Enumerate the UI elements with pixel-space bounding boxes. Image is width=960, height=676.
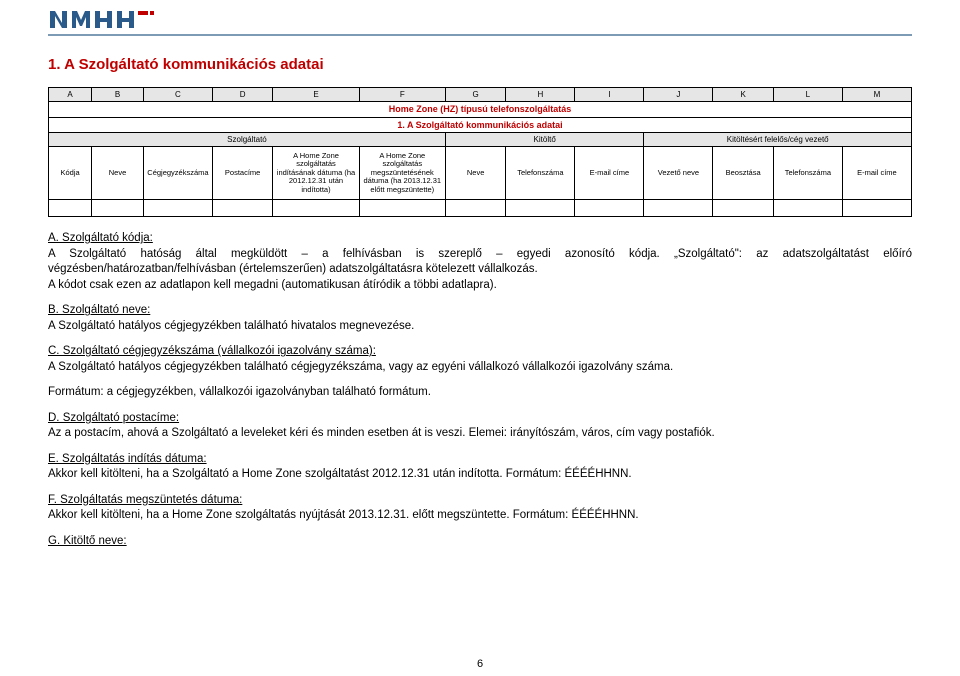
cell-letter: F bbox=[359, 88, 445, 102]
cell-empty bbox=[445, 200, 505, 217]
cell-empty bbox=[773, 200, 842, 217]
table-row-letters: ABCDEFGHIJKLM bbox=[49, 88, 912, 102]
cell-letter: M bbox=[842, 88, 911, 102]
para-c-head: C. Szolgáltató cégjegyzékszáma (vállalko… bbox=[48, 345, 376, 357]
para-b-head: B. Szolgáltató neve: bbox=[48, 304, 150, 316]
nmhh-logo bbox=[48, 6, 168, 34]
cell-empty bbox=[49, 200, 92, 217]
cell-column-header: A Home Zone szolgáltatás megszüntetéséne… bbox=[359, 147, 445, 200]
data-table: ABCDEFGHIJKLM Home Zone (HZ) típusú tele… bbox=[48, 87, 912, 217]
cell-letter: I bbox=[575, 88, 644, 102]
cell-column-header: E-mail címe bbox=[842, 147, 911, 200]
cell-letter: E bbox=[273, 88, 359, 102]
cell-empty bbox=[644, 200, 713, 217]
cell-empty bbox=[713, 200, 773, 217]
cell-letter: B bbox=[92, 88, 144, 102]
para-a-body2: A kódot csak ezen az adatlapon kell mega… bbox=[48, 279, 497, 291]
cell-empty bbox=[359, 200, 445, 217]
table-row-groups: Szolgáltató Kitöltő Kitöltésért felelős/… bbox=[49, 132, 912, 146]
cell-column-header: Kódja bbox=[49, 147, 92, 200]
para-f-head: F. Szolgáltatás megszüntetés dátuma: bbox=[48, 494, 242, 506]
body-text: A. Szolgáltató kódja: A Szolgáltató ható… bbox=[48, 231, 912, 549]
para-c-body: A Szolgáltató hatályos cégjegyzékben tal… bbox=[48, 361, 673, 373]
para-c-format: Formátum: a cégjegyzékben, vállalkozói i… bbox=[48, 385, 912, 401]
page-number: 6 bbox=[0, 658, 960, 670]
table-row-service: Home Zone (HZ) típusú telefonszolgáltatá… bbox=[49, 102, 912, 117]
cell-column-header: Beosztása bbox=[713, 147, 773, 200]
cell-letter: H bbox=[506, 88, 575, 102]
cell-column-header: E-mail címe bbox=[575, 147, 644, 200]
cell-service-title: Home Zone (HZ) típusú telefonszolgáltatá… bbox=[49, 102, 912, 117]
para-f-body: Akkor kell kitölteni, ha a Home Zone szo… bbox=[48, 509, 639, 521]
table-row-section: 1. A Szolgáltató kommunikációs adatai bbox=[49, 117, 912, 132]
cell-letter: J bbox=[644, 88, 713, 102]
cell-letter: C bbox=[143, 88, 212, 102]
page-root: 1. A Szolgáltató kommunikációs adatai AB… bbox=[0, 0, 960, 676]
cell-empty bbox=[842, 200, 911, 217]
para-b-body: A Szolgáltató hatályos cégjegyzékben tal… bbox=[48, 320, 414, 332]
cell-letter: A bbox=[49, 88, 92, 102]
para-d-head: D. Szolgáltató postacíme: bbox=[48, 412, 179, 424]
cell-column-header: Vezető neve bbox=[644, 147, 713, 200]
cell-column-header: Cégjegyzékszáma bbox=[143, 147, 212, 200]
cell-group-responsible: Kitöltésért felelős/cég vezető bbox=[644, 132, 912, 146]
table-row-empty bbox=[49, 200, 912, 217]
cell-letter: K bbox=[713, 88, 773, 102]
cell-column-header: Neve bbox=[445, 147, 505, 200]
para-d-body: Az a postacím, ahová a Szolgáltató a lev… bbox=[48, 427, 715, 439]
cell-column-header: Postacíme bbox=[212, 147, 272, 200]
cell-empty bbox=[92, 200, 144, 217]
cell-letter: L bbox=[773, 88, 842, 102]
cell-column-header: Telefonszáma bbox=[506, 147, 575, 200]
cell-group-provider: Szolgáltató bbox=[49, 132, 446, 146]
para-g-head: G. Kitöltő neve: bbox=[48, 535, 127, 547]
section-title: 1. A Szolgáltató kommunikációs adatai bbox=[48, 56, 912, 73]
para-e-head: E. Szolgáltatás indítás dátuma: bbox=[48, 453, 207, 465]
para-e-body: Akkor kell kitölteni, ha a Szolgáltató a… bbox=[48, 468, 632, 480]
cell-empty bbox=[143, 200, 212, 217]
cell-empty bbox=[212, 200, 272, 217]
cell-empty bbox=[506, 200, 575, 217]
cell-column-header: Telefonszáma bbox=[773, 147, 842, 200]
cell-column-header: A Home Zone szolgáltatás indításának dát… bbox=[273, 147, 359, 200]
table-row-column-headers: KódjaNeveCégjegyzékszámaPostacímeA Home … bbox=[49, 147, 912, 200]
cell-section-title: 1. A Szolgáltató kommunikációs adatai bbox=[49, 117, 912, 132]
header-rule bbox=[48, 34, 912, 36]
cell-column-header: Neve bbox=[92, 147, 144, 200]
cell-empty bbox=[273, 200, 359, 217]
cell-letter: G bbox=[445, 88, 505, 102]
cell-group-filler: Kitöltő bbox=[445, 132, 643, 146]
cell-letter: D bbox=[212, 88, 272, 102]
cell-empty bbox=[575, 200, 644, 217]
para-a-head: A. Szolgáltató kódja: bbox=[48, 232, 153, 244]
para-a-body1: A Szolgáltató hatóság által megküldött –… bbox=[48, 248, 912, 276]
